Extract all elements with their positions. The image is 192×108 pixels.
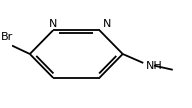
Text: N: N [49,19,57,29]
Text: NH: NH [146,61,163,71]
Text: N: N [103,19,111,29]
Text: Br: Br [1,32,13,42]
